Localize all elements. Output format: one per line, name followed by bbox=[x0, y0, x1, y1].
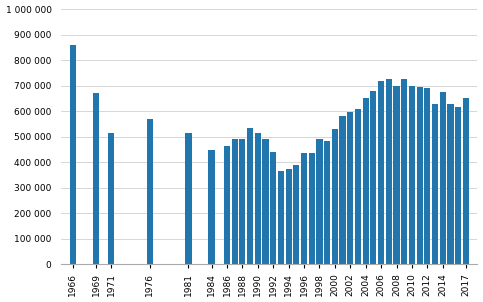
Bar bbox=[255, 133, 261, 265]
Bar bbox=[70, 45, 76, 265]
Bar bbox=[209, 149, 214, 265]
Bar bbox=[185, 133, 192, 265]
Bar bbox=[347, 112, 354, 265]
Bar bbox=[231, 139, 238, 265]
Bar bbox=[370, 91, 376, 265]
Bar bbox=[239, 139, 245, 265]
Bar bbox=[401, 79, 407, 265]
Bar bbox=[247, 128, 253, 265]
Bar bbox=[270, 152, 276, 265]
Bar bbox=[332, 129, 338, 265]
Bar bbox=[147, 119, 153, 265]
Bar bbox=[262, 139, 269, 265]
Bar bbox=[386, 79, 392, 265]
Bar bbox=[340, 116, 346, 265]
Bar bbox=[278, 171, 284, 265]
Bar bbox=[93, 93, 99, 265]
Bar bbox=[447, 104, 454, 265]
Bar bbox=[301, 153, 307, 265]
Bar bbox=[355, 109, 361, 265]
Bar bbox=[416, 87, 423, 265]
Bar bbox=[440, 92, 446, 265]
Bar bbox=[108, 133, 114, 265]
Bar bbox=[324, 140, 330, 265]
Bar bbox=[463, 98, 469, 265]
Bar bbox=[293, 165, 299, 265]
Bar bbox=[224, 146, 230, 265]
Bar bbox=[424, 88, 430, 265]
Bar bbox=[432, 104, 438, 265]
Bar bbox=[378, 81, 384, 265]
Bar bbox=[409, 86, 415, 265]
Bar bbox=[316, 139, 323, 265]
Bar bbox=[455, 108, 461, 265]
Bar bbox=[394, 86, 399, 265]
Bar bbox=[309, 153, 315, 265]
Bar bbox=[363, 98, 369, 265]
Bar bbox=[285, 169, 292, 265]
